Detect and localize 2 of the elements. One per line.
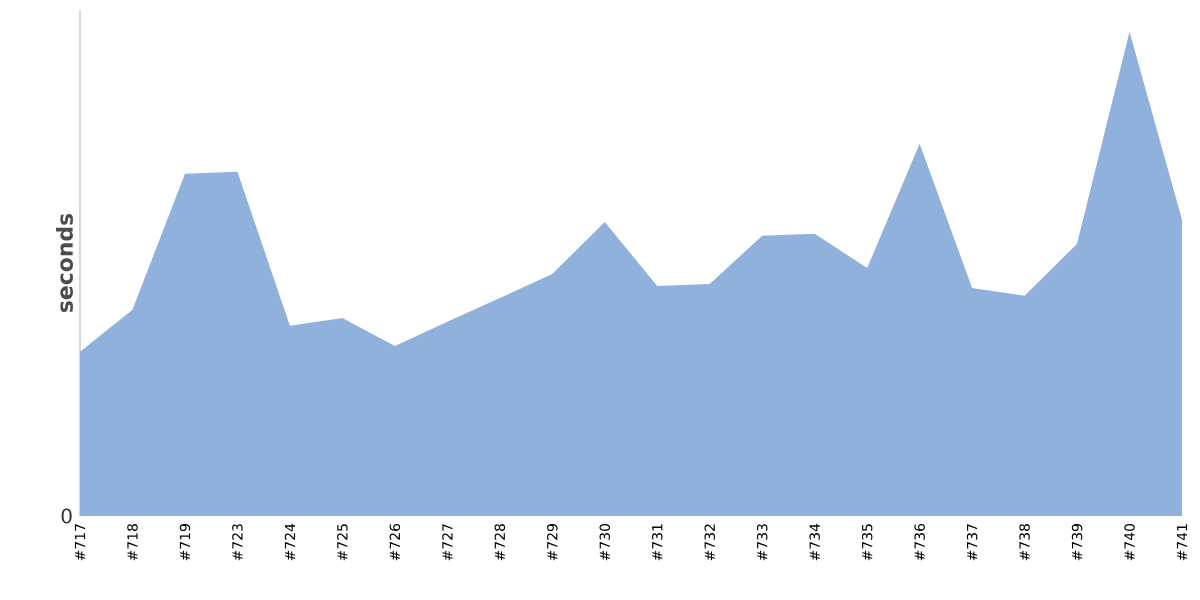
annotation: 0 [61,508,72,524]
y-axis-title: seconds [55,213,73,313]
